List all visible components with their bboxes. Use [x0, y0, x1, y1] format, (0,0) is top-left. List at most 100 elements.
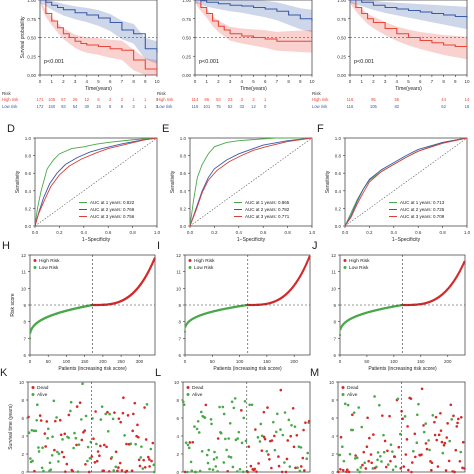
status-point-alive	[244, 439, 248, 443]
panel-a: 0.000.250.500.751.000 1 2 3 4 5 6 7 8 9 10Time(yea…	[2, 0, 160, 109]
status-point-alive	[306, 451, 310, 455]
status-point-alive	[235, 470, 239, 473]
status-point-alive	[69, 409, 72, 413]
y-tick-label: 12	[176, 253, 182, 258]
status-point-dead	[105, 445, 108, 449]
status-point-alive	[359, 466, 363, 469]
status-point-alive	[46, 427, 50, 431]
status-point-dead	[151, 441, 155, 445]
status-point-alive	[27, 431, 31, 435]
status-point-alive	[273, 448, 277, 452]
status-point-dead	[439, 411, 442, 415]
status-point-dead	[38, 414, 42, 417]
p-value: p<0.001	[199, 59, 219, 65]
y-tick-label: 0.75	[337, 17, 346, 22]
status-point-alive	[152, 463, 156, 467]
status-point-dead	[301, 456, 305, 460]
status-point-alive	[225, 448, 228, 452]
panel-letter: M	[310, 367, 319, 379]
y-axis-label: Sensitivity	[325, 170, 331, 193]
status-point-dead	[397, 445, 401, 449]
status-point-dead	[444, 469, 448, 472]
status-point-alive	[186, 443, 190, 447]
x-tick-label: 7	[431, 79, 434, 84]
status-point-dead	[414, 455, 417, 459]
risk-count: 116	[347, 97, 354, 102]
status-point-dead	[132, 412, 135, 416]
status-point-alive	[134, 442, 137, 446]
risk-count: 55	[394, 97, 399, 102]
status-point-alive	[265, 449, 269, 453]
y-tick-label: 1.00	[27, 0, 36, 3]
status-point-dead	[216, 437, 220, 440]
x-tick-label: 0.4	[236, 230, 243, 235]
legend-entry: AUC at 3 years: 0.771	[245, 214, 290, 219]
status-point-alive	[49, 468, 53, 471]
status-point-dead	[183, 470, 187, 474]
status-point-alive	[258, 440, 262, 443]
status-point-dead	[249, 464, 253, 468]
risk-count: 6	[97, 97, 100, 102]
status-point-dead	[304, 421, 307, 424]
risk-count: 30	[84, 104, 89, 109]
status-point-dead	[44, 445, 47, 448]
status-point-alive	[52, 399, 56, 403]
status-point-dead	[402, 465, 406, 468]
status-point-alive	[208, 467, 211, 471]
y-tick-label: 1.0	[335, 136, 342, 141]
status-point-alive	[379, 454, 382, 458]
status-point-dead	[372, 433, 375, 436]
status-point-dead	[307, 419, 311, 423]
y-tick-label: 2	[331, 452, 334, 457]
status-point-alive	[363, 461, 366, 465]
status-point-alive	[77, 443, 81, 446]
status-point-dead	[336, 470, 340, 474]
status-point-dead	[204, 403, 208, 407]
status-point-dead	[62, 455, 66, 459]
x-tick-label: 150	[81, 359, 89, 364]
x-tick-label: 100	[63, 359, 71, 364]
status-point-alive	[214, 465, 218, 468]
status-point-dead	[292, 445, 296, 449]
status-point-alive	[206, 461, 210, 465]
status-point-alive	[250, 403, 254, 407]
status-point-alive	[81, 382, 84, 386]
x-tick-label: 50	[210, 359, 216, 364]
y-tick-label: 0.6	[180, 171, 187, 176]
status-point-dead	[78, 401, 82, 405]
status-point-alive	[211, 468, 215, 471]
x-tick-label: 300	[136, 359, 144, 364]
status-point-dead	[71, 469, 74, 473]
x-tick-label: 10	[309, 79, 315, 84]
status-point-alive	[227, 455, 231, 458]
status-point-dead	[27, 415, 30, 419]
status-point-dead	[389, 459, 392, 463]
x-tick-label: 8	[442, 79, 445, 84]
status-point-alive	[288, 465, 292, 468]
y-tick-label: 0.6	[335, 171, 342, 176]
status-point-alive	[57, 460, 60, 463]
status-point-alive	[297, 445, 301, 448]
risk-count: 0	[156, 104, 159, 109]
status-point-dead	[368, 436, 371, 440]
legend-dot	[33, 266, 37, 269]
x-tick-label: 3	[384, 79, 387, 84]
status-point-alive	[376, 451, 380, 454]
status-point-dead	[133, 401, 137, 405]
status-point-dead	[388, 414, 391, 418]
status-point-dead	[410, 470, 413, 474]
status-point-dead	[456, 421, 459, 425]
status-point-alive	[209, 418, 213, 421]
status-point-dead	[63, 432, 67, 436]
risk-count: 86	[204, 97, 209, 102]
x-tick-label: 0.8	[439, 230, 446, 235]
status-point-alive	[213, 450, 216, 454]
x-tick-label: 0.6	[105, 230, 112, 235]
status-point-dead	[119, 420, 122, 424]
status-point-alive	[231, 465, 235, 469]
status-point-alive	[415, 413, 419, 417]
x-tick-label: 1	[205, 79, 208, 84]
y-axis-label: Sensitivity	[170, 170, 176, 193]
legend-entry: Alive	[347, 392, 358, 398]
